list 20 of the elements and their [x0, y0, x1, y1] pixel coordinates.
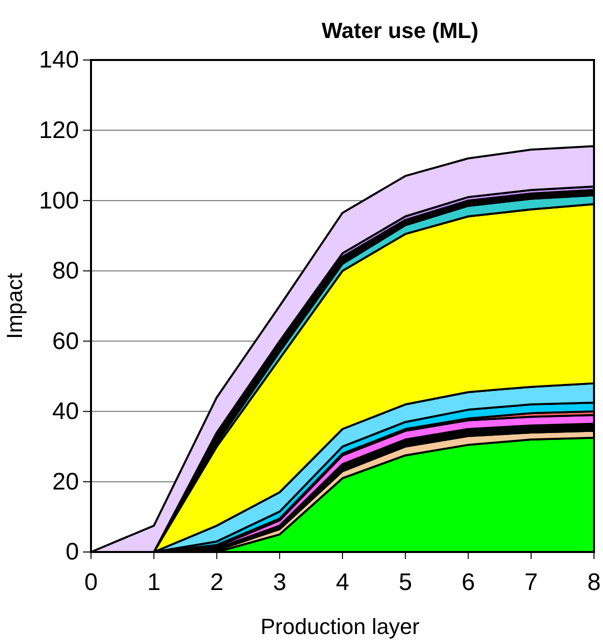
- x-tick-label: 4: [336, 569, 350, 596]
- y-tick-label: 140: [38, 46, 79, 74]
- x-tick-label: 3: [272, 569, 286, 596]
- x-tick-label: 1: [147, 569, 161, 596]
- y-tick-label: 80: [52, 258, 79, 285]
- y-axis-title: Impact: [2, 272, 27, 340]
- x-tick-label: 5: [398, 569, 412, 596]
- chart-title: Water use (ML): [322, 18, 478, 43]
- y-tick-label: 120: [38, 116, 79, 144]
- y-tick-label: 60: [52, 328, 79, 355]
- y-tick-label: 40: [52, 398, 79, 426]
- x-axis-title: Production layer: [260, 614, 420, 639]
- y-tick-label: 20: [52, 468, 79, 496]
- x-tick-label: 6: [462, 569, 475, 596]
- x-tick-label: 2: [210, 569, 224, 596]
- y-tick-label: 0: [66, 538, 79, 566]
- x-tick-label: 8: [587, 569, 601, 596]
- x-tick-label: 7: [524, 569, 538, 596]
- y-tick-label: 100: [38, 187, 79, 214]
- x-tick-label: 0: [84, 569, 98, 596]
